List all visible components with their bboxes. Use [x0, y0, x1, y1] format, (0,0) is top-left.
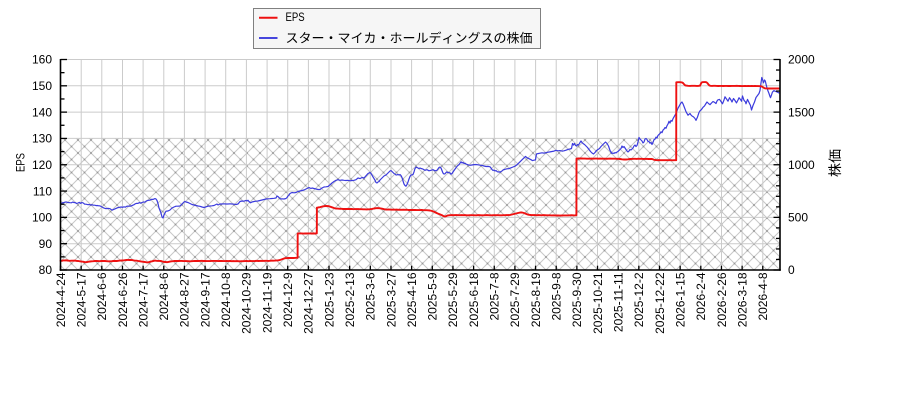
svg-text:2025-7-8: 2025-7-8 [488, 272, 502, 320]
svg-text:160: 160 [32, 53, 52, 67]
svg-text:2024-8-6: 2024-8-6 [157, 272, 171, 320]
svg-text:2025-4-16: 2025-4-16 [405, 272, 419, 327]
svg-text:2024-5-17: 2024-5-17 [75, 272, 89, 327]
svg-text:130: 130 [32, 132, 52, 146]
svg-text:2026-3-18: 2026-3-18 [735, 272, 749, 327]
svg-text:2025-10-21: 2025-10-21 [591, 272, 605, 334]
svg-text:EPS: EPS [286, 10, 305, 24]
svg-text:2025-9-8: 2025-9-8 [550, 272, 564, 320]
svg-text:2025-1-23: 2025-1-23 [322, 272, 336, 327]
svg-text:2024-10-29: 2024-10-29 [240, 272, 254, 334]
svg-text:2024-6-6: 2024-6-6 [95, 272, 109, 320]
svg-text:EPS: EPS [14, 153, 28, 172]
svg-text:110: 110 [33, 184, 52, 198]
svg-text:90: 90 [39, 237, 53, 251]
svg-text:2026-2-4: 2026-2-4 [694, 272, 708, 320]
svg-text:2026-4-8: 2026-4-8 [756, 272, 770, 320]
svg-text:2025-3-6: 2025-3-6 [364, 272, 378, 320]
svg-text:500: 500 [788, 211, 808, 225]
svg-text:2025-9-30: 2025-9-30 [570, 272, 584, 327]
svg-text:2025-5-29: 2025-5-29 [446, 272, 460, 327]
svg-text:120: 120 [32, 158, 52, 172]
svg-text:2024-12-27: 2024-12-27 [302, 272, 316, 334]
svg-text:0: 0 [788, 263, 795, 277]
svg-text:2025-11-11: 2025-11-11 [612, 272, 626, 332]
svg-text:2000: 2000 [788, 53, 815, 67]
svg-text:2026-1-15: 2026-1-15 [674, 272, 688, 327]
svg-text:2025-2-13: 2025-2-13 [343, 272, 357, 327]
svg-text:2024-11-19: 2024-11-19 [260, 272, 274, 333]
svg-text:150: 150 [32, 79, 52, 93]
svg-text:2026-2-26: 2026-2-26 [715, 272, 729, 327]
svg-text:2024-6-26: 2024-6-26 [116, 272, 130, 327]
svg-text:2025-12-22: 2025-12-22 [653, 272, 667, 334]
svg-text:140: 140 [32, 105, 52, 119]
svg-text:2025-12-2: 2025-12-2 [632, 272, 646, 327]
svg-text:2024-10-8: 2024-10-8 [219, 272, 233, 327]
svg-text:100: 100 [32, 211, 52, 225]
svg-text:2024-7-17: 2024-7-17 [136, 272, 150, 327]
svg-text:2025-5-9: 2025-5-9 [426, 272, 440, 320]
svg-text:2025-6-18: 2025-6-18 [467, 272, 481, 327]
svg-text:2024-12-9: 2024-12-9 [281, 272, 295, 327]
svg-text:1000: 1000 [788, 158, 815, 172]
svg-text:2025-7-29: 2025-7-29 [508, 272, 522, 327]
svg-text:2025-8-19: 2025-8-19 [529, 272, 543, 327]
svg-text:1500: 1500 [788, 105, 815, 119]
svg-text:2025-3-27: 2025-3-27 [384, 272, 398, 327]
svg-text:2024-4-24: 2024-4-24 [54, 272, 68, 327]
svg-text:2024-8-27: 2024-8-27 [178, 272, 192, 327]
svg-text:80: 80 [39, 263, 53, 277]
svg-text:2024-9-17: 2024-9-17 [198, 272, 212, 327]
